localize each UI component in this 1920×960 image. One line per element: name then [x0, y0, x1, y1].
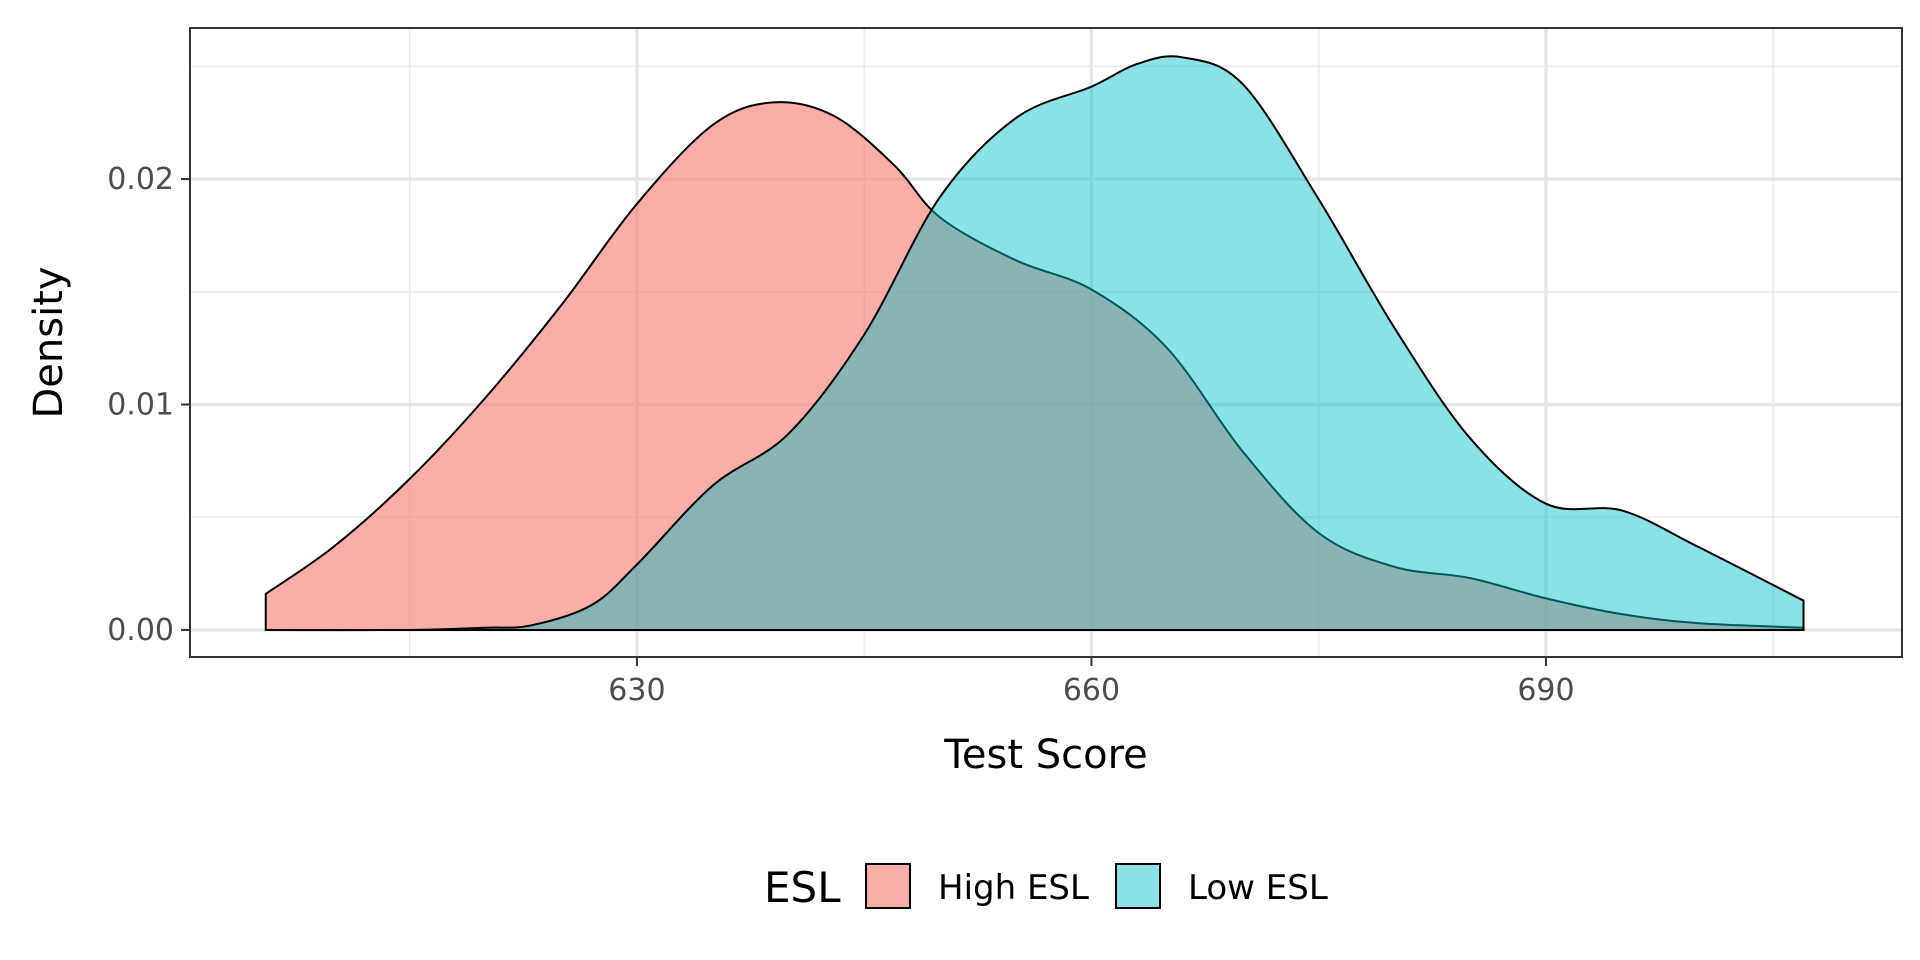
x-tick-label: 690	[1517, 673, 1574, 708]
high-esl-legend-label: High ESL	[938, 868, 1089, 908]
y-tick-label: 0.00	[107, 613, 174, 648]
low-esl-density-outline	[265, 55, 1805, 632]
high-esl-density-area	[265, 102, 1804, 630]
density-areas	[264, 55, 1805, 632]
y-tick-label: 0.01	[107, 387, 174, 422]
low-esl-legend-key-bg	[1116, 864, 1160, 908]
x-tick-label: 660	[1063, 673, 1120, 708]
high-esl-density-outline	[264, 101, 1805, 631]
y-tick-label: 0.02	[107, 162, 174, 197]
high-esl-legend-key	[865, 863, 911, 909]
legend-title: ESL	[764, 863, 841, 912]
legend: ESL High ESL Low ESL	[764, 863, 1328, 912]
axis-ticks: 630 660 690 0.00 0.01 0.02	[107, 162, 1574, 708]
x-axis-title: Test Score	[943, 732, 1148, 778]
y-axis-title: Density	[26, 266, 72, 418]
low-esl-legend-label: Low ESL	[1188, 868, 1328, 908]
low-esl-legend-key	[1115, 863, 1161, 909]
x-tick-label: 630	[608, 673, 665, 708]
low-esl-density-area	[265, 56, 1804, 631]
panel-border	[189, 27, 1903, 658]
